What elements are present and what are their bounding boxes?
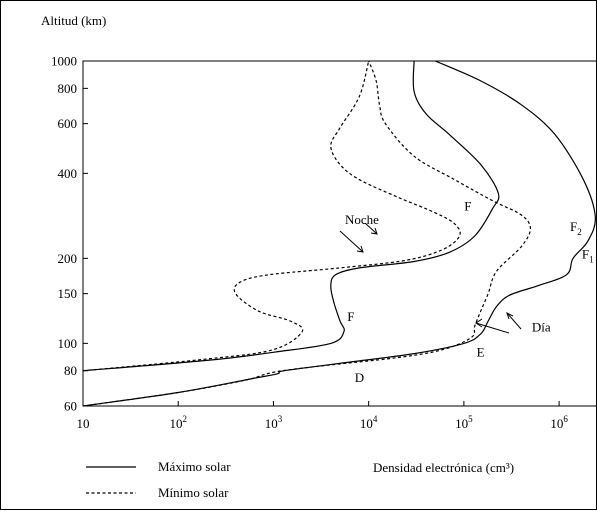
x-tick-exponent: 5 xyxy=(468,414,473,424)
dia-arrow-head xyxy=(475,318,483,328)
y-axis-title: Altitud (km) xyxy=(41,13,106,28)
x-tick-label: 10 xyxy=(77,416,90,431)
x-tick-exponent: 4 xyxy=(373,414,378,424)
maximo-solar-curve-2 xyxy=(82,60,500,372)
x-tick-base: 10 xyxy=(77,416,90,431)
y-tick-label: 100 xyxy=(58,336,78,351)
x-tick-base: 10 xyxy=(265,416,278,431)
x-tick-label: 102 xyxy=(169,414,187,431)
annotation-text: E xyxy=(477,344,485,359)
annotation-text: F xyxy=(464,199,471,214)
y-tick-label: 800 xyxy=(58,81,78,96)
annotation-text: D xyxy=(355,370,364,385)
legend-label: Mínimo solar xyxy=(158,485,229,500)
legend: Máximo solar Mínimo solar xyxy=(86,459,231,500)
annotation-label: Día xyxy=(532,320,551,335)
annotation-subscript: 1 xyxy=(589,254,594,264)
annotation-label: D xyxy=(355,370,364,385)
annotation-label: F xyxy=(464,199,471,214)
legend-label: Máximo solar xyxy=(158,459,231,474)
y-tick-label: 400 xyxy=(58,166,78,181)
x-tick-base: 10 xyxy=(360,416,373,431)
y-tick-label: 60 xyxy=(64,399,77,414)
annotation-text: F xyxy=(347,309,354,324)
x-tick-base: 10 xyxy=(550,416,563,431)
x-tick-label: 104 xyxy=(360,414,378,431)
noche-arrow-2-head xyxy=(356,245,364,253)
noche-arrow-2 xyxy=(339,230,364,253)
maximo-solar-curve-1 xyxy=(82,60,596,407)
y-tick-label: 150 xyxy=(58,286,78,301)
x-axis-title: Densidad electrónica (cm³) xyxy=(373,460,514,475)
y-tick-label: 1000 xyxy=(51,54,77,69)
annotation-text: Noche xyxy=(345,212,379,227)
x-tick-base: 10 xyxy=(169,416,182,431)
annotation-text: F xyxy=(570,219,577,234)
x-tick-exponent: 3 xyxy=(278,414,283,424)
annotation-text: F xyxy=(582,246,589,261)
dia-arrow-2 xyxy=(506,312,522,330)
annotation-label: Noche xyxy=(345,212,379,227)
x-tick-exponent: 2 xyxy=(182,414,187,424)
annotation-label: F xyxy=(347,309,354,324)
minimo-solar-curve-4 xyxy=(82,60,461,372)
annotation-label: E xyxy=(477,344,485,359)
dia-arrow-2-head xyxy=(506,312,514,320)
x-ticks: 10 102 103 104 105 106 xyxy=(77,401,568,431)
annotation-label: F1 xyxy=(582,246,594,264)
y-tick-label: 80 xyxy=(64,363,77,378)
noche-arrow-head xyxy=(370,227,378,235)
curves xyxy=(82,60,596,407)
x-tick-label: 103 xyxy=(265,414,283,431)
noche-arrow xyxy=(364,222,378,235)
annotation-subscript: 2 xyxy=(577,227,582,237)
x-tick-label: 105 xyxy=(455,414,473,431)
y-tick-label: 600 xyxy=(58,116,78,131)
annotation-text: Día xyxy=(532,320,551,335)
y-tick-label: 200 xyxy=(58,251,78,266)
annotation-label: F2 xyxy=(570,219,582,237)
x-tick-exponent: 6 xyxy=(563,414,568,424)
x-tick-base: 10 xyxy=(455,416,468,431)
dia-arrow xyxy=(475,322,510,334)
y-ticks: 60 80 100 150 200 400 600 800 1000 xyxy=(51,54,88,414)
annotation-arrows xyxy=(339,222,522,334)
x-tick-label: 106 xyxy=(550,414,568,431)
minimo-solar-curve-3 xyxy=(82,60,532,407)
plot-area xyxy=(82,60,597,407)
